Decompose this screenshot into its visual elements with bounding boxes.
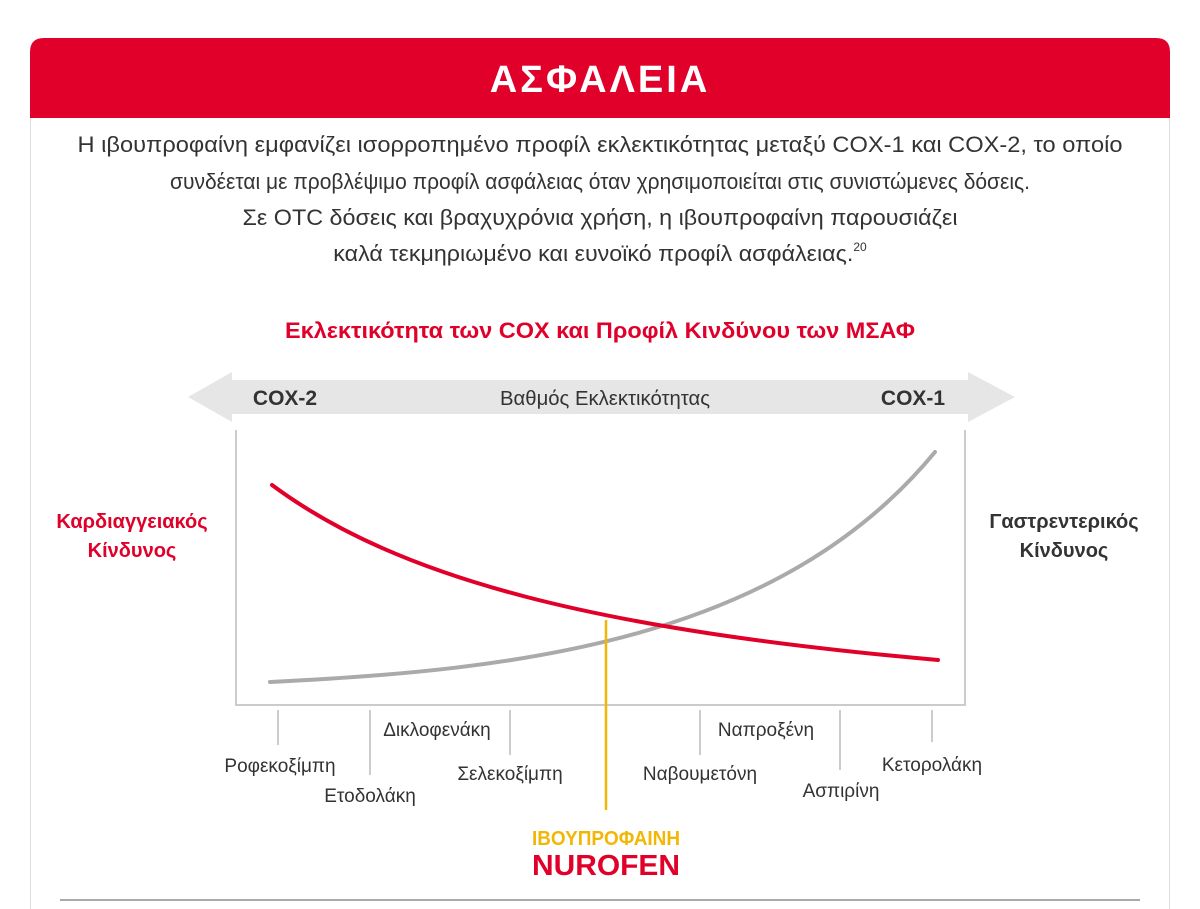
drug-label: Ναβουμετόνη <box>643 764 757 785</box>
drug-label: Κετορολάκη <box>882 755 982 776</box>
drug-labels: Ροφεκοξίμπη Ετοδολάκη Δικλοφενάκη Σελεκο… <box>224 720 982 807</box>
intro-line: Σε OTC δόσεις και βραχυχρόνια χρήση, η ι… <box>243 205 958 230</box>
axis-left: COX-2 <box>253 387 317 410</box>
left-label-line: Κίνδυνος <box>88 540 177 562</box>
header-title: ΑΣΦΑΛΕΙΑ <box>490 59 711 101</box>
intro-line: καλά τεκμηριωμένο και ευνοϊκό προφίλ ασφ… <box>333 240 867 266</box>
left-label-line: Καρδιαγγειακός <box>56 511 207 533</box>
intro-line: συνδέεται με προβλέψιμο προφίλ ασφάλειας… <box>170 169 1030 194</box>
right-label-line: Κίνδυνος <box>1020 540 1109 562</box>
drug-label: Ροφεκοξίμπη <box>224 756 335 777</box>
reference: 20 <box>853 240 867 254</box>
drug-label: Ναπροξένη <box>718 720 814 741</box>
right-label-line: Γαστρεντερικός <box>989 511 1138 533</box>
highlight-name: ΙΒΟΥΠΡΟΦΑΙΝΗ <box>532 828 680 850</box>
cv-risk-curve <box>270 483 940 662</box>
highlight-brand: NUROFEN <box>532 850 680 882</box>
plot-frame <box>235 430 966 706</box>
left-label: Καρδιαγγειακός Κίνδυνος <box>56 511 207 562</box>
intro-line: Η ιβουπροφαίνη εμφανίζει ισορροπημένο πρ… <box>78 132 1123 157</box>
diagram-title: Εκλεκτικότητα των COX και Προφίλ Κινδύνο… <box>285 318 915 343</box>
header-bar <box>30 38 1170 118</box>
gi-risk-curve <box>268 450 937 684</box>
right-label: Γαστρεντερικός Κίνδυνος <box>989 511 1138 562</box>
axis-right: COX-1 <box>881 387 946 410</box>
drug-ticks <box>277 710 933 775</box>
selectivity-arrow <box>188 372 1015 422</box>
drug-label: Ετοδολάκη <box>324 786 416 807</box>
drug-label: Δικλοφενάκη <box>383 720 491 741</box>
drug-label: Ασπιρίνη <box>803 781 880 802</box>
drug-label: Σελεκοξίμπη <box>457 764 562 785</box>
intro-text: καλά τεκμηριωμένο και ευνοϊκό προφίλ ασφ… <box>333 241 853 266</box>
intro: Η ιβουπροφαίνη εμφανίζει ισορροπημένο πρ… <box>78 132 1123 266</box>
axis-center: Βαθμός Εκλεκτικότητας <box>500 388 710 410</box>
